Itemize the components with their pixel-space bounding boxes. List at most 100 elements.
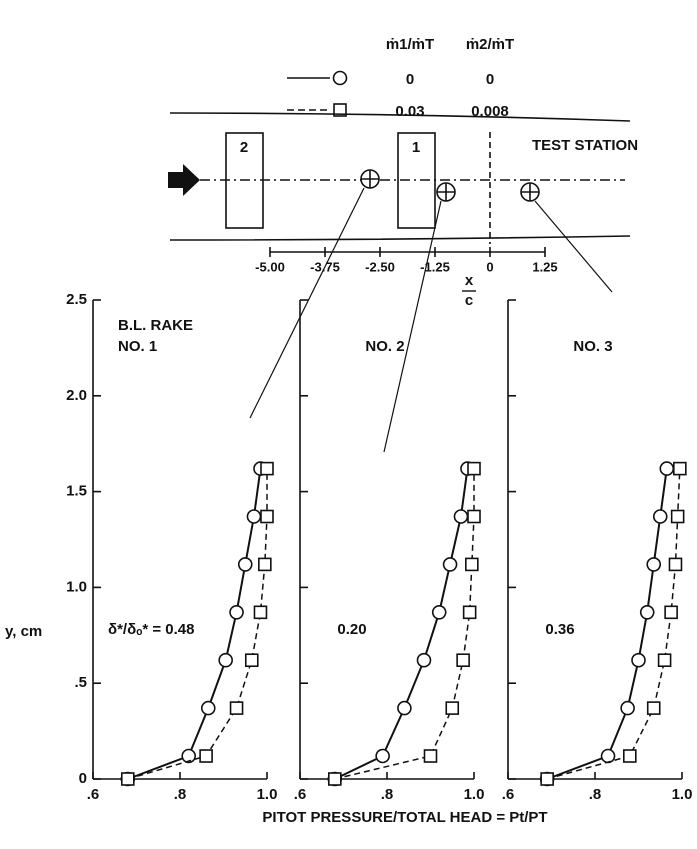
legend-value: 0 <box>406 71 414 88</box>
series-line <box>334 468 469 780</box>
series-line <box>334 468 475 780</box>
point <box>465 557 479 572</box>
flow-arrow <box>168 164 200 196</box>
x-tick-label: .8 <box>381 786 394 803</box>
series-line <box>546 468 681 780</box>
station-label: TEST STATION <box>532 137 638 154</box>
point <box>258 557 272 572</box>
point <box>462 605 477 620</box>
legend-value: 0.03 <box>395 103 424 120</box>
point <box>639 605 655 620</box>
point <box>253 605 268 620</box>
point <box>631 652 646 668</box>
legend-marker <box>332 70 348 86</box>
station-tick-label: -2.50 <box>365 259 395 274</box>
ratio: δ*/δₒ* = 0.48 <box>108 621 194 638</box>
box <box>225 132 264 229</box>
station-tick-label: -3.75 <box>310 259 340 274</box>
point <box>673 461 687 476</box>
point <box>260 509 274 524</box>
box <box>397 132 436 229</box>
annotation: NO. 3 <box>573 338 612 355</box>
x-tick-label: 1.0 <box>672 786 693 803</box>
point <box>659 461 675 476</box>
y-tick-label: .5 <box>74 674 87 691</box>
x-tick-label: .8 <box>589 786 602 803</box>
point <box>181 748 196 764</box>
station-tick-label: 1.25 <box>532 259 557 274</box>
legend-header: ṁ1/ṁT <box>386 36 434 53</box>
legend-header: ṁ2/ṁT <box>466 36 514 53</box>
point <box>416 652 432 668</box>
point <box>646 701 661 715</box>
point <box>622 749 637 763</box>
rakes <box>360 169 540 202</box>
series-line <box>127 468 268 780</box>
point <box>200 700 216 716</box>
box-label: 1 <box>412 139 420 156</box>
point <box>456 653 470 668</box>
ratio: 0.36 <box>545 621 574 638</box>
point <box>237 557 253 572</box>
annotation: B.L. RAKE <box>118 317 193 334</box>
x-tick-label: .6 <box>294 786 307 803</box>
y-axis-label: y, cm <box>5 623 42 640</box>
point <box>670 509 685 524</box>
point <box>453 509 469 524</box>
point <box>199 749 213 763</box>
x-tick-label: .8 <box>174 786 187 803</box>
legend-value: 0 <box>486 71 494 88</box>
point <box>423 749 438 763</box>
y-tick-label: 2.0 <box>66 387 87 404</box>
annotation: NO. 1 <box>118 338 157 355</box>
station-axis-label: c <box>465 292 473 309</box>
y-tick-label: 2.5 <box>66 291 87 308</box>
point <box>620 700 635 716</box>
point <box>600 748 616 764</box>
y-tick-label: 0 <box>79 770 87 787</box>
series-line <box>127 468 262 780</box>
point <box>664 605 678 620</box>
legend-value: 0.008 <box>471 103 509 120</box>
point <box>246 509 262 524</box>
point <box>442 557 458 572</box>
point <box>229 605 244 620</box>
x-tick-label: .6 <box>502 786 515 803</box>
x-tick-label: 1.0 <box>257 786 278 803</box>
x-tick-label: .6 <box>87 786 100 803</box>
point <box>668 557 683 572</box>
point <box>646 557 662 572</box>
point <box>467 461 481 476</box>
leader-lines <box>249 187 613 453</box>
point <box>218 652 233 668</box>
point <box>657 653 672 668</box>
point <box>445 701 460 715</box>
point <box>397 700 412 716</box>
point <box>375 748 390 764</box>
y-tick-label: 1.5 <box>66 483 87 500</box>
ratio: 0.20 <box>337 621 366 638</box>
tunnel-wall <box>169 235 631 241</box>
station-tick-label: -1.25 <box>420 259 450 274</box>
point <box>229 701 244 715</box>
station-tick-label: -5.00 <box>255 259 285 274</box>
point <box>540 772 554 786</box>
station-tick-label: 0 <box>486 259 493 274</box>
y-tick-label: 1.0 <box>66 578 87 595</box>
box-label: 2 <box>240 139 248 156</box>
point <box>467 509 481 524</box>
point <box>431 605 447 620</box>
point <box>260 461 274 476</box>
legend-marker <box>333 103 347 117</box>
x-tick-label: 1.0 <box>464 786 485 803</box>
tunnel-wall <box>169 112 631 122</box>
series-line <box>546 468 668 780</box>
annotation: NO. 2 <box>365 338 404 355</box>
point <box>327 772 342 786</box>
point <box>652 509 668 524</box>
point <box>121 772 135 786</box>
x-axis-label: PITOT PRESSURE/TOTAL HEAD = Pt/PT <box>262 809 547 826</box>
station-axis-label: x <box>465 272 474 289</box>
point <box>244 653 259 668</box>
